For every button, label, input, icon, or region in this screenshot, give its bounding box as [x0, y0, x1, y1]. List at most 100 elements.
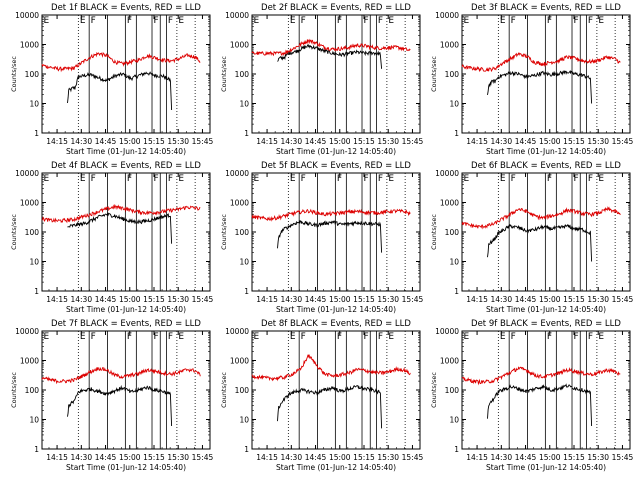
- x-tick-label: 15:45: [612, 137, 634, 146]
- x-tick-label: 15:15: [143, 453, 165, 462]
- y-tick-label: 10: [29, 258, 39, 267]
- flag-letter: F: [547, 174, 552, 184]
- flag-letter: E: [464, 174, 470, 184]
- flag-letter: E: [388, 332, 394, 342]
- x-tick-label: 15:15: [563, 295, 585, 304]
- flag-letter: F: [301, 16, 306, 26]
- x-tick-label: 15:45: [612, 453, 634, 462]
- x-tick-label: 14:45: [305, 295, 327, 304]
- flag-letter: E: [500, 332, 506, 342]
- flag-letter: E: [254, 174, 260, 184]
- x-axis-label: Start Time (01-Jun-12 14:05:40): [486, 463, 606, 472]
- plot-frame: [461, 172, 631, 292]
- y-tick-label: 10000: [225, 11, 249, 20]
- x-tick-label: 14:30: [490, 137, 512, 146]
- y-tick-label: 1: [454, 287, 459, 296]
- y-tick-label: 10000: [435, 169, 459, 178]
- x-axis-label: Start Time (01-Jun-12 14:05:40): [66, 463, 186, 472]
- x-tick-label: 15:00: [539, 295, 561, 304]
- panel-title: Det 1f BLACK = Events, RED = LLD: [51, 3, 201, 13]
- flag-letter: F: [364, 174, 369, 184]
- y-tick-label: 10000: [15, 169, 39, 178]
- lld-series-line: [251, 208, 411, 222]
- x-tick-label: 15:45: [192, 453, 214, 462]
- x-tick-label: 14:15: [466, 137, 488, 146]
- flag-letter: F: [574, 16, 579, 26]
- x-tick-label: 14:15: [46, 137, 68, 146]
- events-series-line: [487, 69, 593, 104]
- lld-series-line: [41, 203, 201, 224]
- y-tick-label: 1: [454, 445, 459, 454]
- x-tick-label: 15:30: [167, 295, 189, 304]
- y-tick-label: 1: [244, 445, 249, 454]
- y-tick-label: 1000: [230, 41, 249, 50]
- x-tick-label: 14:30: [70, 295, 92, 304]
- events-series-line: [487, 383, 593, 427]
- flag-letter: F: [154, 16, 159, 26]
- y-tick-label: 10: [29, 416, 39, 425]
- x-tick-label: 15:00: [119, 137, 141, 146]
- y-tick-label: 100: [25, 70, 40, 79]
- x-tick-label: 15:00: [329, 453, 351, 462]
- y-tick-label: 10: [29, 100, 39, 109]
- flag-letter: E: [500, 16, 506, 26]
- panel-1: Det 1f BLACK = Events, RED = LLD 1 10 100 10…: [10, 3, 213, 156]
- plot-frame: [461, 14, 631, 134]
- lld-series-line: [251, 38, 411, 57]
- y-tick-label: 100: [235, 70, 250, 79]
- y-axis-label: Counts/sec: [220, 372, 228, 408]
- flag-letter: E: [178, 174, 184, 184]
- flag-letter: F: [364, 16, 369, 26]
- x-tick-label: 15:30: [587, 137, 609, 146]
- y-tick-label: 10: [449, 258, 459, 267]
- plot-frame: [461, 330, 631, 450]
- y-axis-label: Counts/sec: [220, 56, 228, 92]
- flag-letter: F: [127, 16, 132, 26]
- y-tick-label: 1000: [440, 41, 459, 50]
- x-tick-label: 15:45: [402, 137, 424, 146]
- y-axis-label: Counts/sec: [10, 214, 18, 250]
- flag-letter: E: [464, 16, 470, 26]
- flag-letter: E: [178, 16, 184, 26]
- y-tick-label: 10: [449, 416, 459, 425]
- y-tick-label: 1000: [440, 357, 459, 366]
- x-tick-label: 15:30: [377, 295, 399, 304]
- x-tick-label: 15:30: [377, 137, 399, 146]
- x-axis-label: Start Time (01-Jun-12 14:05:40): [276, 463, 396, 472]
- x-tick-label: 15:15: [353, 295, 375, 304]
- y-tick-label: 1: [454, 129, 459, 138]
- flag-letter: F: [91, 16, 96, 26]
- panel-title: Det 4f BLACK = Events, RED = LLD: [51, 161, 201, 171]
- x-tick-label: 14:15: [256, 453, 278, 462]
- lld-series-line: [461, 52, 621, 73]
- x-axis-label: Start Time (01-Jun-12 14:05:40): [276, 305, 396, 314]
- panel-title: Det 7f BLACK = Events, RED = LLD: [51, 319, 201, 329]
- y-tick-label: 10000: [225, 327, 249, 336]
- x-tick-label: 15:15: [563, 453, 585, 462]
- plot-frame: [41, 172, 211, 292]
- y-tick-label: 1000: [440, 199, 459, 208]
- flag-letter: F: [511, 16, 516, 26]
- panel-title: Det 8f BLACK = Events, RED = LLD: [261, 319, 411, 329]
- x-tick-label: 14:45: [305, 137, 327, 146]
- events-series-line: [67, 71, 173, 111]
- y-tick-label: 10: [239, 258, 249, 267]
- y-tick-label: 10: [449, 100, 459, 109]
- x-tick-label: 14:30: [280, 137, 302, 146]
- events-series-line: [487, 223, 593, 262]
- x-tick-label: 15:30: [167, 137, 189, 146]
- x-tick-label: 15:45: [192, 137, 214, 146]
- x-axis-label: Start Time (01-Jun-12 14:05:40): [66, 147, 186, 156]
- flag-letter: E: [290, 332, 296, 342]
- y-tick-label: 1000: [20, 357, 39, 366]
- flag-letter: F: [337, 174, 342, 184]
- x-tick-label: 14:45: [515, 295, 537, 304]
- lld-series-line: [461, 205, 621, 230]
- flag-letter: F: [168, 332, 173, 342]
- y-tick-label: 10: [239, 416, 249, 425]
- lld-series-line: [251, 354, 411, 382]
- x-tick-label: 15:30: [587, 295, 609, 304]
- flag-letter: F: [511, 174, 516, 184]
- x-tick-label: 15:00: [329, 137, 351, 146]
